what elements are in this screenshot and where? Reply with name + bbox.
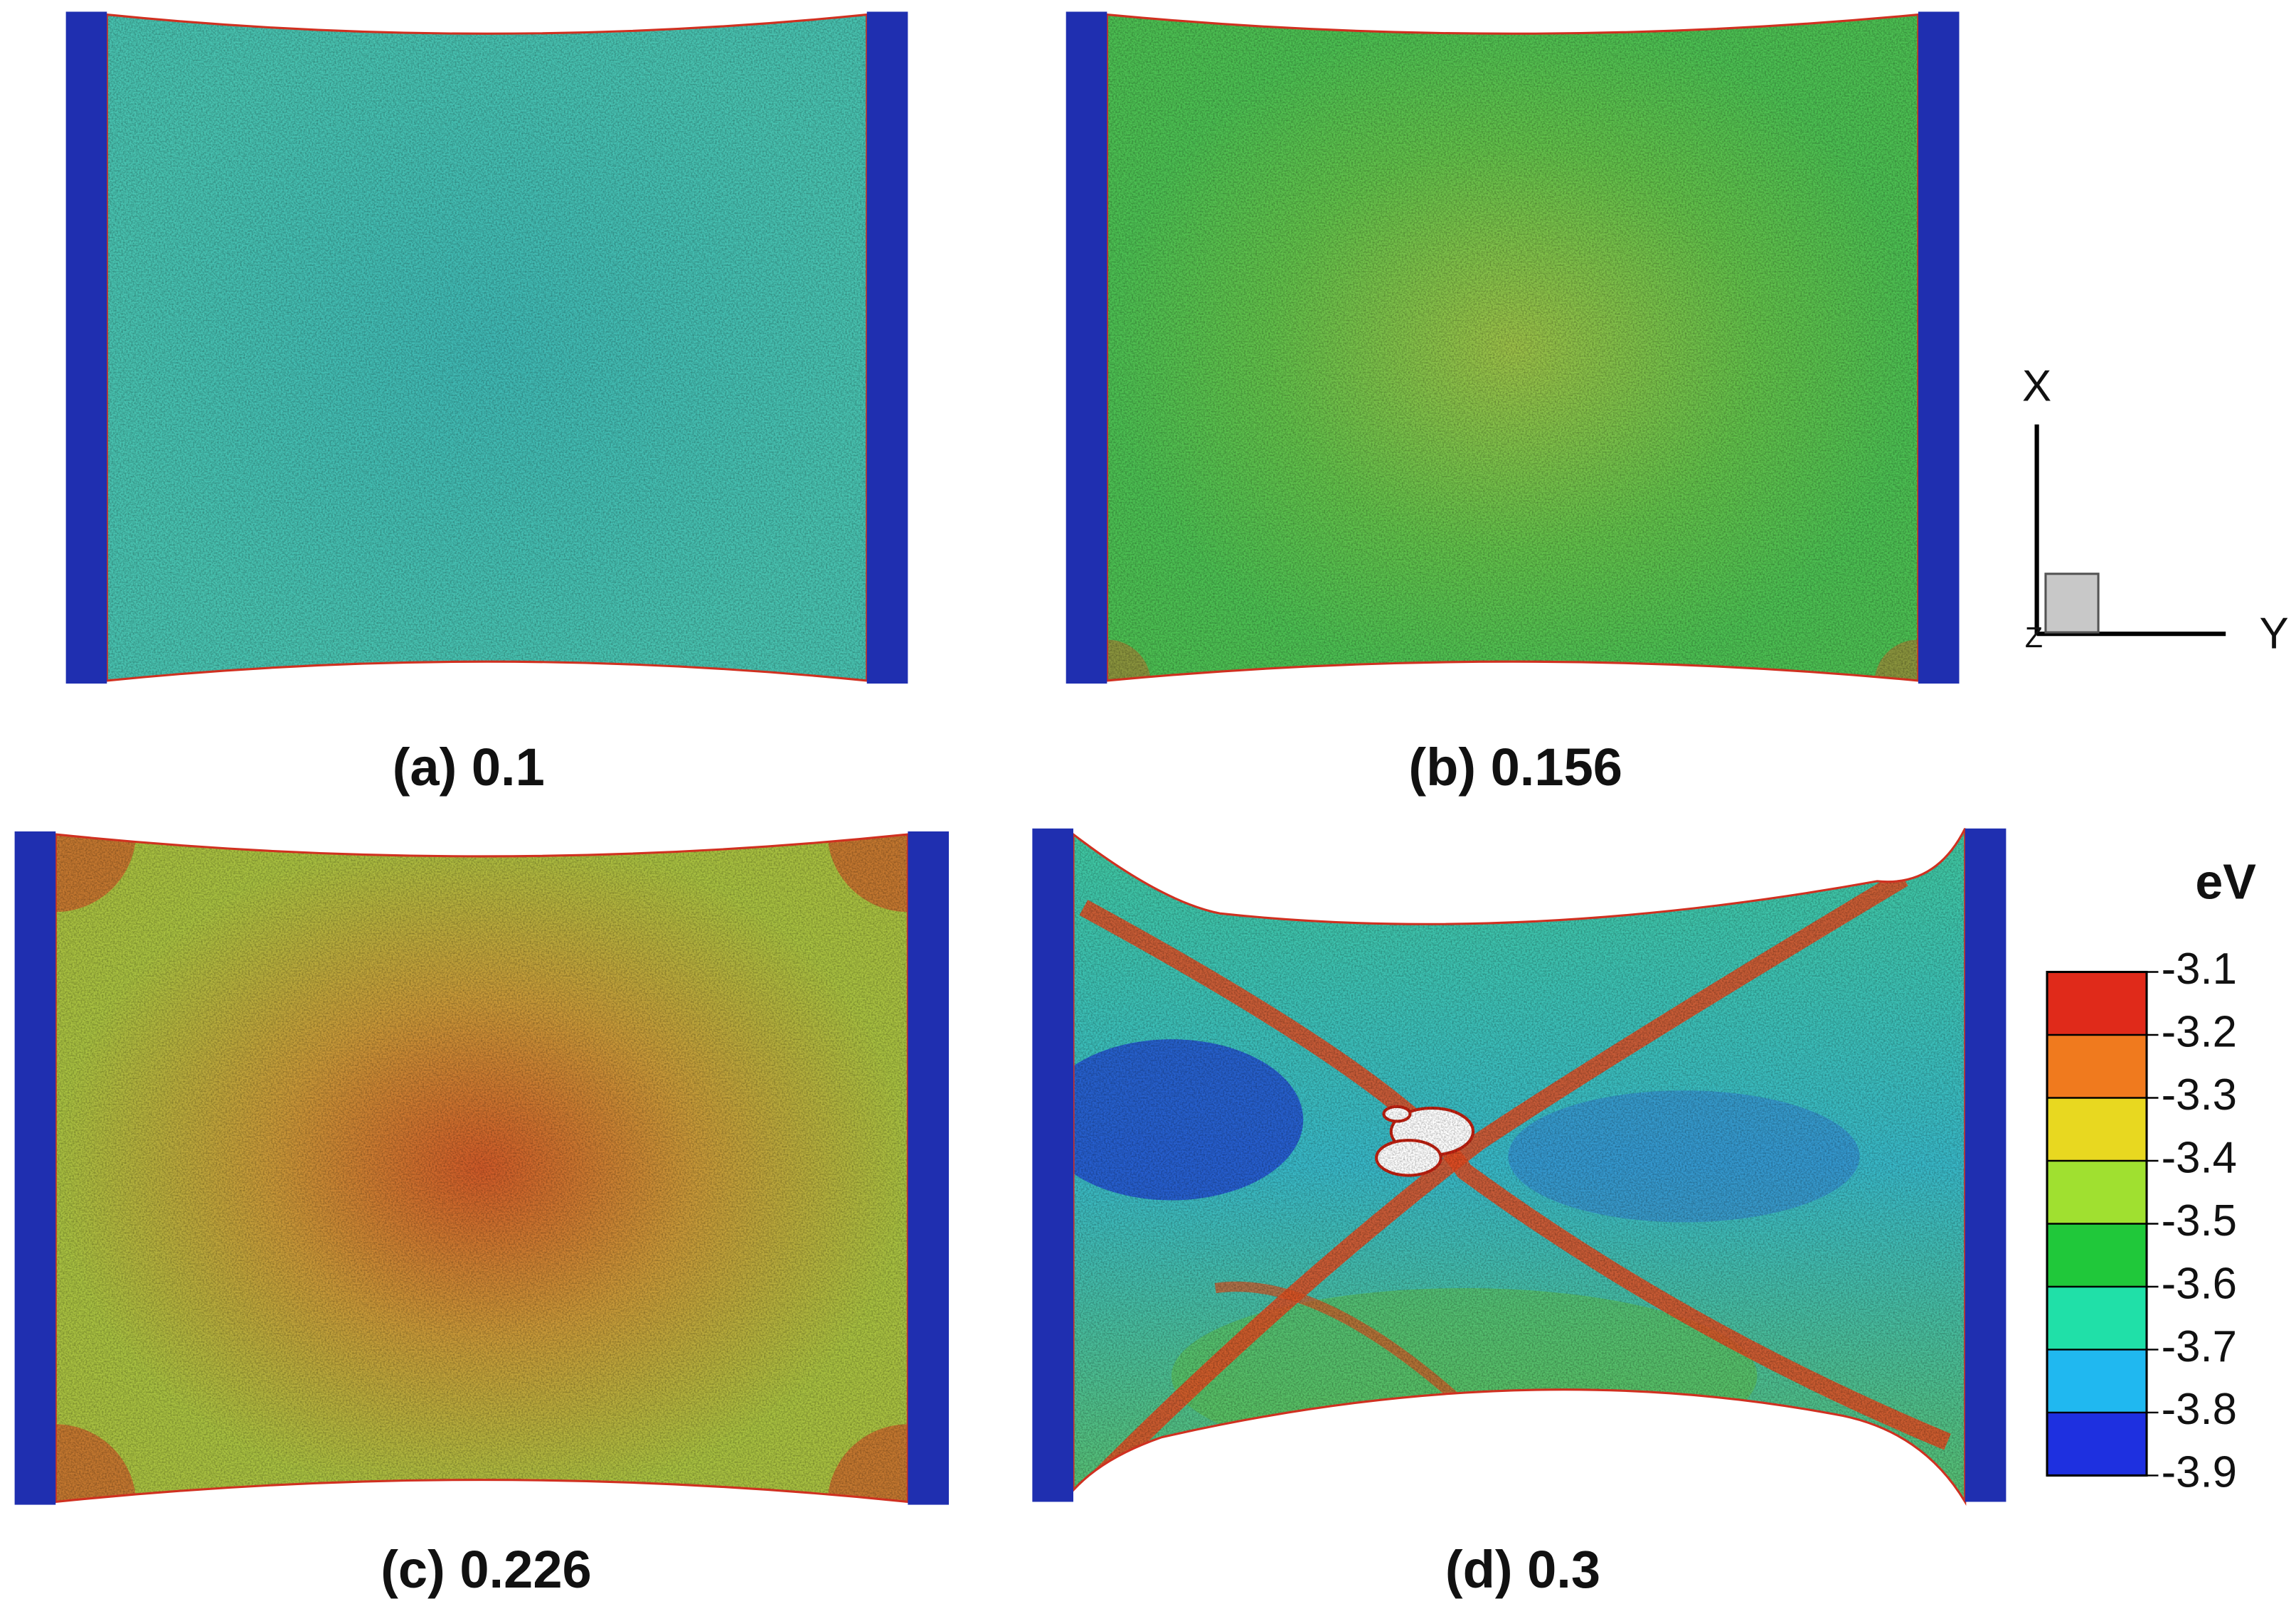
left-grip bbox=[65, 11, 107, 684]
colorbar-band bbox=[2047, 1160, 2147, 1224]
panel-label: (c) 0.226 bbox=[381, 1540, 592, 1599]
panel: (a) 0.1 bbox=[65, 11, 908, 797]
panel-label: (d) 0.3 bbox=[1445, 1540, 1600, 1599]
panel-label: (b) 0.156 bbox=[1408, 738, 1622, 797]
colorbar-band bbox=[2047, 1412, 2147, 1476]
colorbar-title: eV bbox=[2195, 854, 2256, 910]
colorbar-tick-label: -3.2 bbox=[2162, 1007, 2237, 1056]
colorbar-tick-label: -3.1 bbox=[2162, 945, 2237, 994]
left-grip bbox=[14, 831, 56, 1505]
colorbar-tick-label: -3.9 bbox=[2162, 1448, 2237, 1497]
colorbar-tick-label: -3.4 bbox=[2162, 1133, 2237, 1182]
colorbar-band bbox=[2047, 1286, 2147, 1350]
colorbar-band bbox=[2047, 1034, 2147, 1098]
colorbar-tick-label: -3.6 bbox=[2162, 1259, 2237, 1308]
colorbar-tick-label: -3.8 bbox=[2162, 1385, 2237, 1434]
atom-texture bbox=[1107, 14, 1918, 681]
colorbar-band bbox=[2047, 972, 2147, 1035]
colorbar-band bbox=[2047, 1349, 2147, 1413]
right-grip bbox=[866, 11, 908, 684]
panel: (b) 0.156 bbox=[1065, 11, 1960, 797]
colorbar-band bbox=[2047, 1223, 2147, 1287]
panel-body bbox=[107, 14, 867, 681]
axis-z-label: Z bbox=[2025, 621, 2043, 654]
atom-texture bbox=[55, 834, 908, 1502]
atom-texture bbox=[107, 14, 867, 681]
left-grip bbox=[1065, 11, 1107, 684]
panel-body bbox=[55, 834, 908, 1502]
left-grip bbox=[1032, 828, 1074, 1502]
right-grip bbox=[1965, 828, 2007, 1502]
atom-texture bbox=[1073, 828, 1965, 1502]
right-grip bbox=[908, 831, 950, 1505]
axis-triad: X Y Z bbox=[2022, 362, 2289, 659]
panel-body bbox=[1107, 14, 1918, 681]
colorbar: eV -3.1 -3.2 -3.3 -3.4 -3.5 -3.6 -3.7 -3.8 -3.9 bbox=[2046, 854, 2256, 1497]
colorbar-band bbox=[2047, 1097, 2147, 1161]
panel: (d) 0.3 bbox=[1032, 828, 2007, 1599]
panel-body bbox=[1073, 828, 1965, 1502]
colorbar-tick-label: -3.3 bbox=[2162, 1070, 2237, 1120]
panels: (a) 0.1 (b) 0.156 (c) 0.226 (d) 0.3 bbox=[14, 11, 2007, 1599]
axis-y-label: Y bbox=[2260, 610, 2289, 659]
z-box bbox=[2044, 573, 2100, 634]
panel-label: (a) 0.1 bbox=[393, 738, 545, 797]
axis-x-label: X bbox=[2022, 362, 2051, 411]
right-grip bbox=[1918, 11, 1960, 684]
colorbar-tick-label: -3.5 bbox=[2162, 1196, 2237, 1245]
panel: (c) 0.226 bbox=[14, 831, 950, 1599]
colorbar-tick-label: -3.7 bbox=[2162, 1322, 2237, 1371]
